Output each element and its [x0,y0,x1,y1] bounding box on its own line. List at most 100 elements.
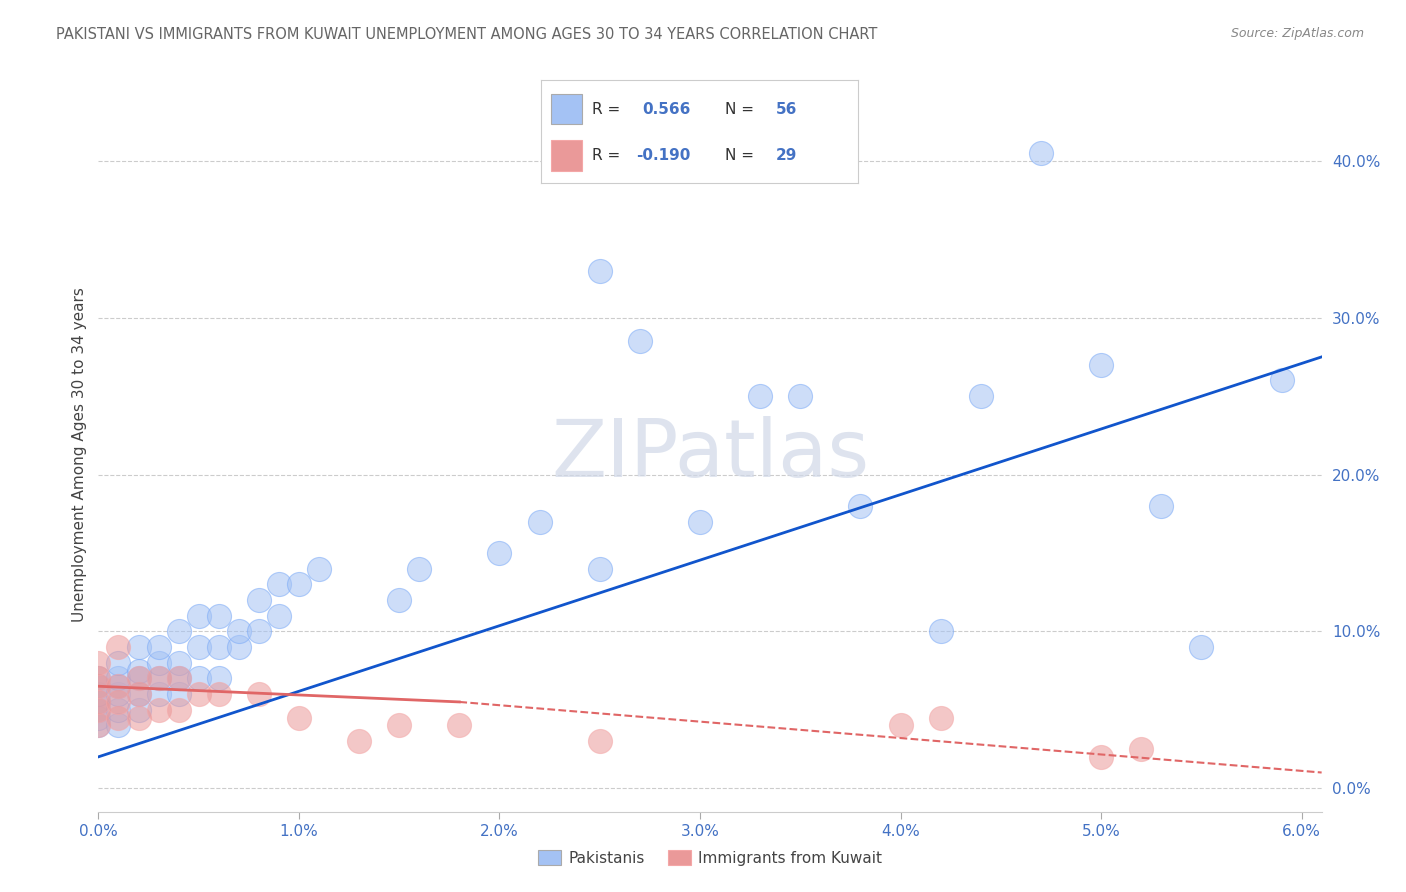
Text: PAKISTANI VS IMMIGRANTS FROM KUWAIT UNEMPLOYMENT AMONG AGES 30 TO 34 YEARS CORRE: PAKISTANI VS IMMIGRANTS FROM KUWAIT UNEM… [56,27,877,42]
Point [247,687,270,701]
Point [1029,146,1052,161]
Point [148,640,170,654]
Point [87,695,110,709]
Point [148,672,170,686]
Point [929,624,952,639]
Point [228,640,250,654]
Point [308,561,330,575]
Point [388,593,411,607]
Point [449,718,471,732]
Point [187,608,209,623]
Text: N =: N = [725,102,754,117]
Point [347,734,370,748]
Point [388,718,411,732]
Point [1150,499,1173,513]
Point [87,703,110,717]
Point [128,687,150,701]
Point [128,640,150,654]
Point [87,687,110,701]
Point [488,546,510,560]
Point [749,389,772,403]
Point [789,389,811,403]
Point [128,672,150,686]
Point [167,703,190,717]
Point [1090,749,1112,764]
Point [148,703,170,717]
Point [107,679,129,693]
Point [208,687,231,701]
Text: N =: N = [725,148,754,162]
Point [87,718,110,732]
Point [408,561,430,575]
Point [87,672,110,686]
Point [849,499,872,513]
Point [148,687,170,701]
Text: -0.190: -0.190 [637,148,690,162]
Point [889,718,911,732]
Text: Source: ZipAtlas.com: Source: ZipAtlas.com [1230,27,1364,40]
Point [128,711,150,725]
Point [589,561,612,575]
Point [107,695,129,709]
Point [107,656,129,670]
Point [187,672,209,686]
Bar [551,140,582,170]
Point [107,672,129,686]
Point [970,389,993,403]
Point [288,711,311,725]
Point [167,656,190,670]
Point [1270,373,1292,387]
Point [107,640,129,654]
Point [107,718,129,732]
Text: ZIPatlas: ZIPatlas [551,416,869,494]
Point [288,577,311,591]
Point [87,718,110,732]
Point [589,734,612,748]
Point [167,672,190,686]
Point [87,679,110,693]
Legend: Pakistanis, Immigrants from Kuwait: Pakistanis, Immigrants from Kuwait [531,844,889,871]
Point [167,672,190,686]
Point [128,672,150,686]
Point [87,672,110,686]
Point [87,679,110,693]
Point [128,703,150,717]
Point [187,687,209,701]
Text: R =: R = [592,102,620,117]
Point [929,711,952,725]
Point [267,577,290,591]
Point [689,515,711,529]
Point [148,656,170,670]
Text: R =: R = [592,148,620,162]
Point [187,640,209,654]
Point [628,334,651,349]
Point [228,624,250,639]
Text: 29: 29 [776,148,797,162]
Bar [551,94,582,124]
Point [208,672,231,686]
Point [208,640,231,654]
Point [128,664,150,678]
Point [87,695,110,709]
Text: 0.566: 0.566 [643,102,690,117]
Point [87,703,110,717]
Point [87,656,110,670]
Y-axis label: Unemployment Among Ages 30 to 34 years: Unemployment Among Ages 30 to 34 years [72,287,87,623]
Point [107,703,129,717]
Point [128,687,150,701]
Point [208,608,231,623]
Point [167,687,190,701]
Point [1189,640,1212,654]
Point [267,608,290,623]
Point [148,672,170,686]
Text: 56: 56 [776,102,797,117]
Point [87,711,110,725]
Point [107,687,129,701]
Point [107,711,129,725]
Point [107,679,129,693]
Point [1090,358,1112,372]
Point [589,263,612,277]
Point [247,624,270,639]
Point [247,593,270,607]
Point [529,515,551,529]
